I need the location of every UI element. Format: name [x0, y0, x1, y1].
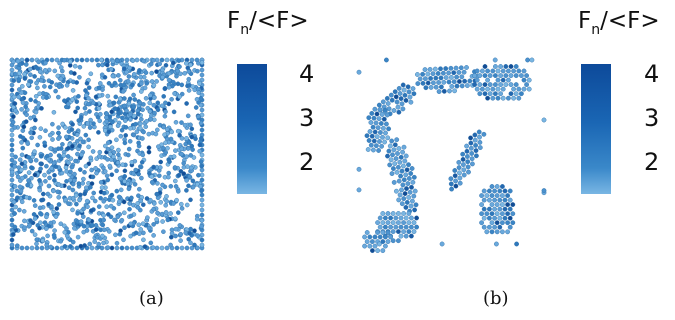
- particle-field-b: [356, 57, 547, 254]
- colorbar: [581, 64, 611, 194]
- colorbar-tick: 2: [644, 148, 660, 176]
- colorbar-tick: 4: [644, 60, 660, 88]
- colorbar-tick: 2: [299, 148, 315, 176]
- colorbar-title: Fn/<F>: [227, 8, 309, 38]
- colorbar-title: Fn/<F>: [578, 8, 660, 38]
- panel-a: Fn/<F> 4 3 2 (a): [0, 0, 337, 320]
- panel-b: Fn/<F> 4 3 2 (b): [337, 0, 674, 320]
- panel-caption: (b): [483, 288, 509, 309]
- colorbar-tick: 3: [299, 104, 315, 132]
- colorbar-tick: 3: [644, 104, 660, 132]
- colorbar-tick: 4: [299, 60, 315, 88]
- particle-field-a: [9, 57, 205, 251]
- panel-caption: (a): [139, 288, 164, 309]
- colorbar: [237, 64, 267, 194]
